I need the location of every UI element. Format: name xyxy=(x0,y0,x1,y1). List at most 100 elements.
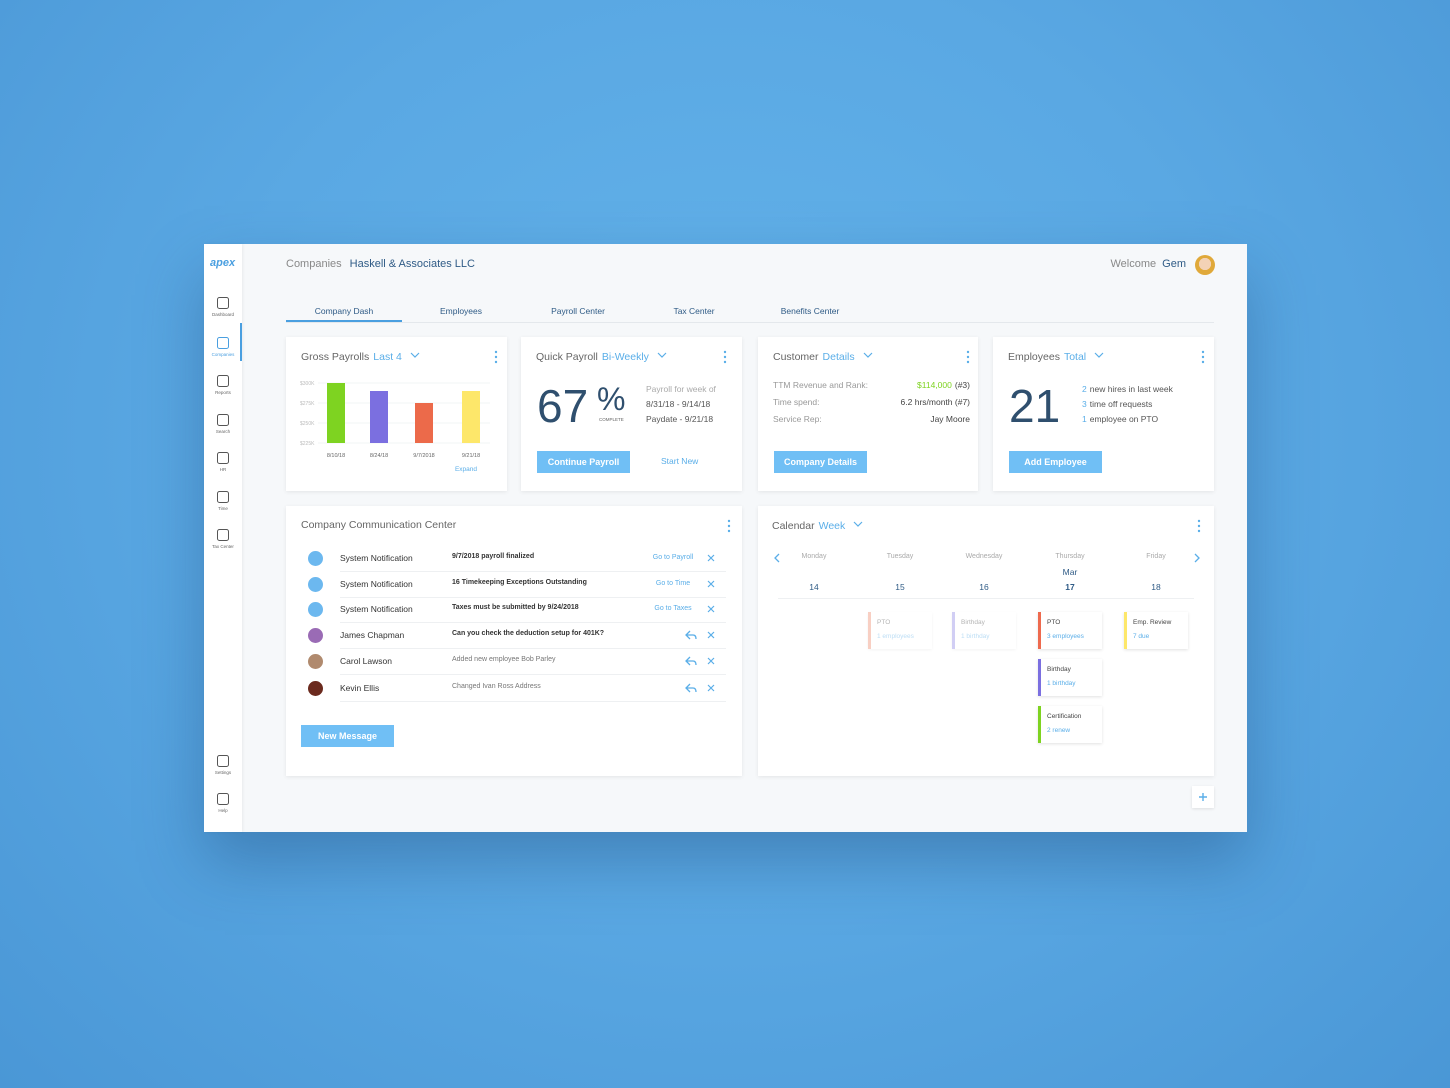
brand-logo: apex xyxy=(210,257,236,269)
day-name: Wednesday xyxy=(965,553,1003,560)
icon-shape xyxy=(217,452,229,464)
dot xyxy=(723,355,727,359)
arrow xyxy=(1194,553,1200,563)
nav-label[interactable]: Time xyxy=(218,506,228,511)
event-title: PTO xyxy=(877,619,891,626)
menu-icon[interactable] xyxy=(726,518,732,534)
user-avatar[interactable] xyxy=(1195,255,1215,275)
day-name: Friday xyxy=(1146,553,1166,560)
action-link[interactable]: Go to Time xyxy=(655,580,691,587)
breadcrumb-item[interactable]: Companies xyxy=(286,258,342,270)
close-icon[interactable] xyxy=(707,605,715,613)
tab[interactable]: Employees xyxy=(439,306,483,316)
nav-label[interactable]: Tax Center xyxy=(212,544,234,549)
y-tick-label: $275K xyxy=(300,401,315,407)
title-text: Employees xyxy=(1008,351,1060,363)
payroll-line: Payroll for week of xyxy=(646,384,716,394)
menu-icon[interactable] xyxy=(1200,349,1206,365)
icon-shape xyxy=(217,375,229,387)
message: Changed Ivan Ross Address xyxy=(452,683,541,690)
icon-shape xyxy=(217,297,229,309)
button[interactable]: Add Employee xyxy=(1009,451,1102,473)
employee-stat: 1 employee on PTO xyxy=(1082,414,1158,424)
dropdown-icon[interactable] xyxy=(851,519,865,529)
dot xyxy=(494,360,498,364)
event[interactable]: Birthday 1 birthday xyxy=(952,612,1016,649)
value-text: $114,000 xyxy=(917,380,952,390)
card-title: Customer Details xyxy=(773,350,875,363)
nav-icon xyxy=(217,793,229,805)
stat-count: 1 xyxy=(1082,414,1087,424)
close-icon[interactable] xyxy=(707,657,715,665)
y-tick-label: $250K xyxy=(300,421,315,427)
action-link[interactable]: Go to Taxes xyxy=(654,605,692,612)
menu-icon[interactable] xyxy=(965,349,971,365)
button[interactable]: Company Details xyxy=(774,451,867,473)
nav-icon xyxy=(217,414,229,426)
tab[interactable]: Company Dash xyxy=(314,306,374,316)
action-link[interactable]: Go to Payroll xyxy=(652,554,694,561)
close-icon[interactable] xyxy=(707,684,715,692)
employees-card: Employees Total 21 2 new hires in last week 3… xyxy=(993,337,1214,491)
avatar xyxy=(308,681,323,696)
message: Can you check the deduction setup for 40… xyxy=(452,630,605,637)
tab[interactable]: Tax Center xyxy=(673,306,715,316)
day-name: Monday xyxy=(801,553,827,560)
button[interactable]: New Message xyxy=(301,725,394,747)
chart: $300K $275K $250K $225K 8/10/18 8/24/18 9/7/20… xyxy=(300,381,490,473)
nav-label[interactable]: Dashboard xyxy=(211,312,234,317)
button[interactable]: Continue Payroll xyxy=(537,451,630,473)
expand-link[interactable]: Expand xyxy=(455,466,477,473)
dropdown-icon[interactable] xyxy=(655,350,669,360)
nav-label[interactable]: Settings xyxy=(214,770,232,775)
event[interactable]: Birthday 1 birthday xyxy=(1038,659,1102,696)
nav-label[interactable]: Help xyxy=(218,808,228,813)
event[interactable]: PTO 1 employees xyxy=(868,612,932,649)
month: Mar xyxy=(1062,567,1078,577)
close-icon[interactable] xyxy=(707,631,715,639)
reply-icon[interactable] xyxy=(685,656,697,666)
reply-icon[interactable] xyxy=(685,683,697,693)
customer-card: Customer Details TTM Revenue and Rank: $114… xyxy=(758,337,978,491)
dot xyxy=(1197,519,1201,523)
message: 16 Timekeeping Exceptions Outstanding xyxy=(452,579,587,586)
add-button[interactable] xyxy=(1192,786,1214,808)
tab[interactable]: Payroll Center xyxy=(551,306,605,316)
dropdown-icon[interactable] xyxy=(408,350,422,360)
reply-icon[interactable] xyxy=(685,630,697,640)
dropdown-icon[interactable] xyxy=(861,350,875,360)
dot xyxy=(494,355,498,359)
event[interactable]: Emp. Review 7 due xyxy=(1124,612,1188,649)
event-title: Certification xyxy=(1047,713,1082,720)
close-icon[interactable] xyxy=(707,554,715,562)
card-title: Gross Payrolls Last 4 xyxy=(301,350,422,363)
icon-shape xyxy=(217,755,229,767)
dot xyxy=(1201,350,1205,354)
event[interactable]: Certification 2 renew xyxy=(1038,706,1102,743)
tab[interactable]: Benefits Center xyxy=(780,306,840,316)
nav-arrow[interactable] xyxy=(774,553,780,563)
nav-arrow[interactable] xyxy=(1194,553,1200,563)
event-title: PTO xyxy=(1047,619,1061,626)
event-title: Birthday xyxy=(961,619,985,626)
day-name: Tuesday xyxy=(886,553,914,560)
event[interactable]: PTO 3 employees xyxy=(1038,612,1102,649)
bar xyxy=(462,391,480,443)
row-divider xyxy=(340,648,726,649)
menu-icon[interactable] xyxy=(493,349,499,365)
menu-icon[interactable] xyxy=(722,349,728,365)
breadcrumb: Companies Haskell & Associates LLC xyxy=(286,258,475,270)
link[interactable]: Start New xyxy=(661,456,699,466)
row-divider xyxy=(340,597,726,598)
menu-icon[interactable] xyxy=(1196,518,1202,534)
close-icon[interactable] xyxy=(707,580,715,588)
nav-icon xyxy=(217,337,229,349)
dot xyxy=(727,529,731,533)
nav-label[interactable]: Reports xyxy=(215,390,231,395)
reply-arrow xyxy=(685,656,697,666)
close-x xyxy=(707,605,715,613)
dropdown-icon[interactable] xyxy=(1092,350,1106,360)
nav-label[interactable]: Search xyxy=(215,429,231,434)
nav-label[interactable]: HR xyxy=(219,467,227,472)
nav-label[interactable]: Companies xyxy=(211,352,235,357)
